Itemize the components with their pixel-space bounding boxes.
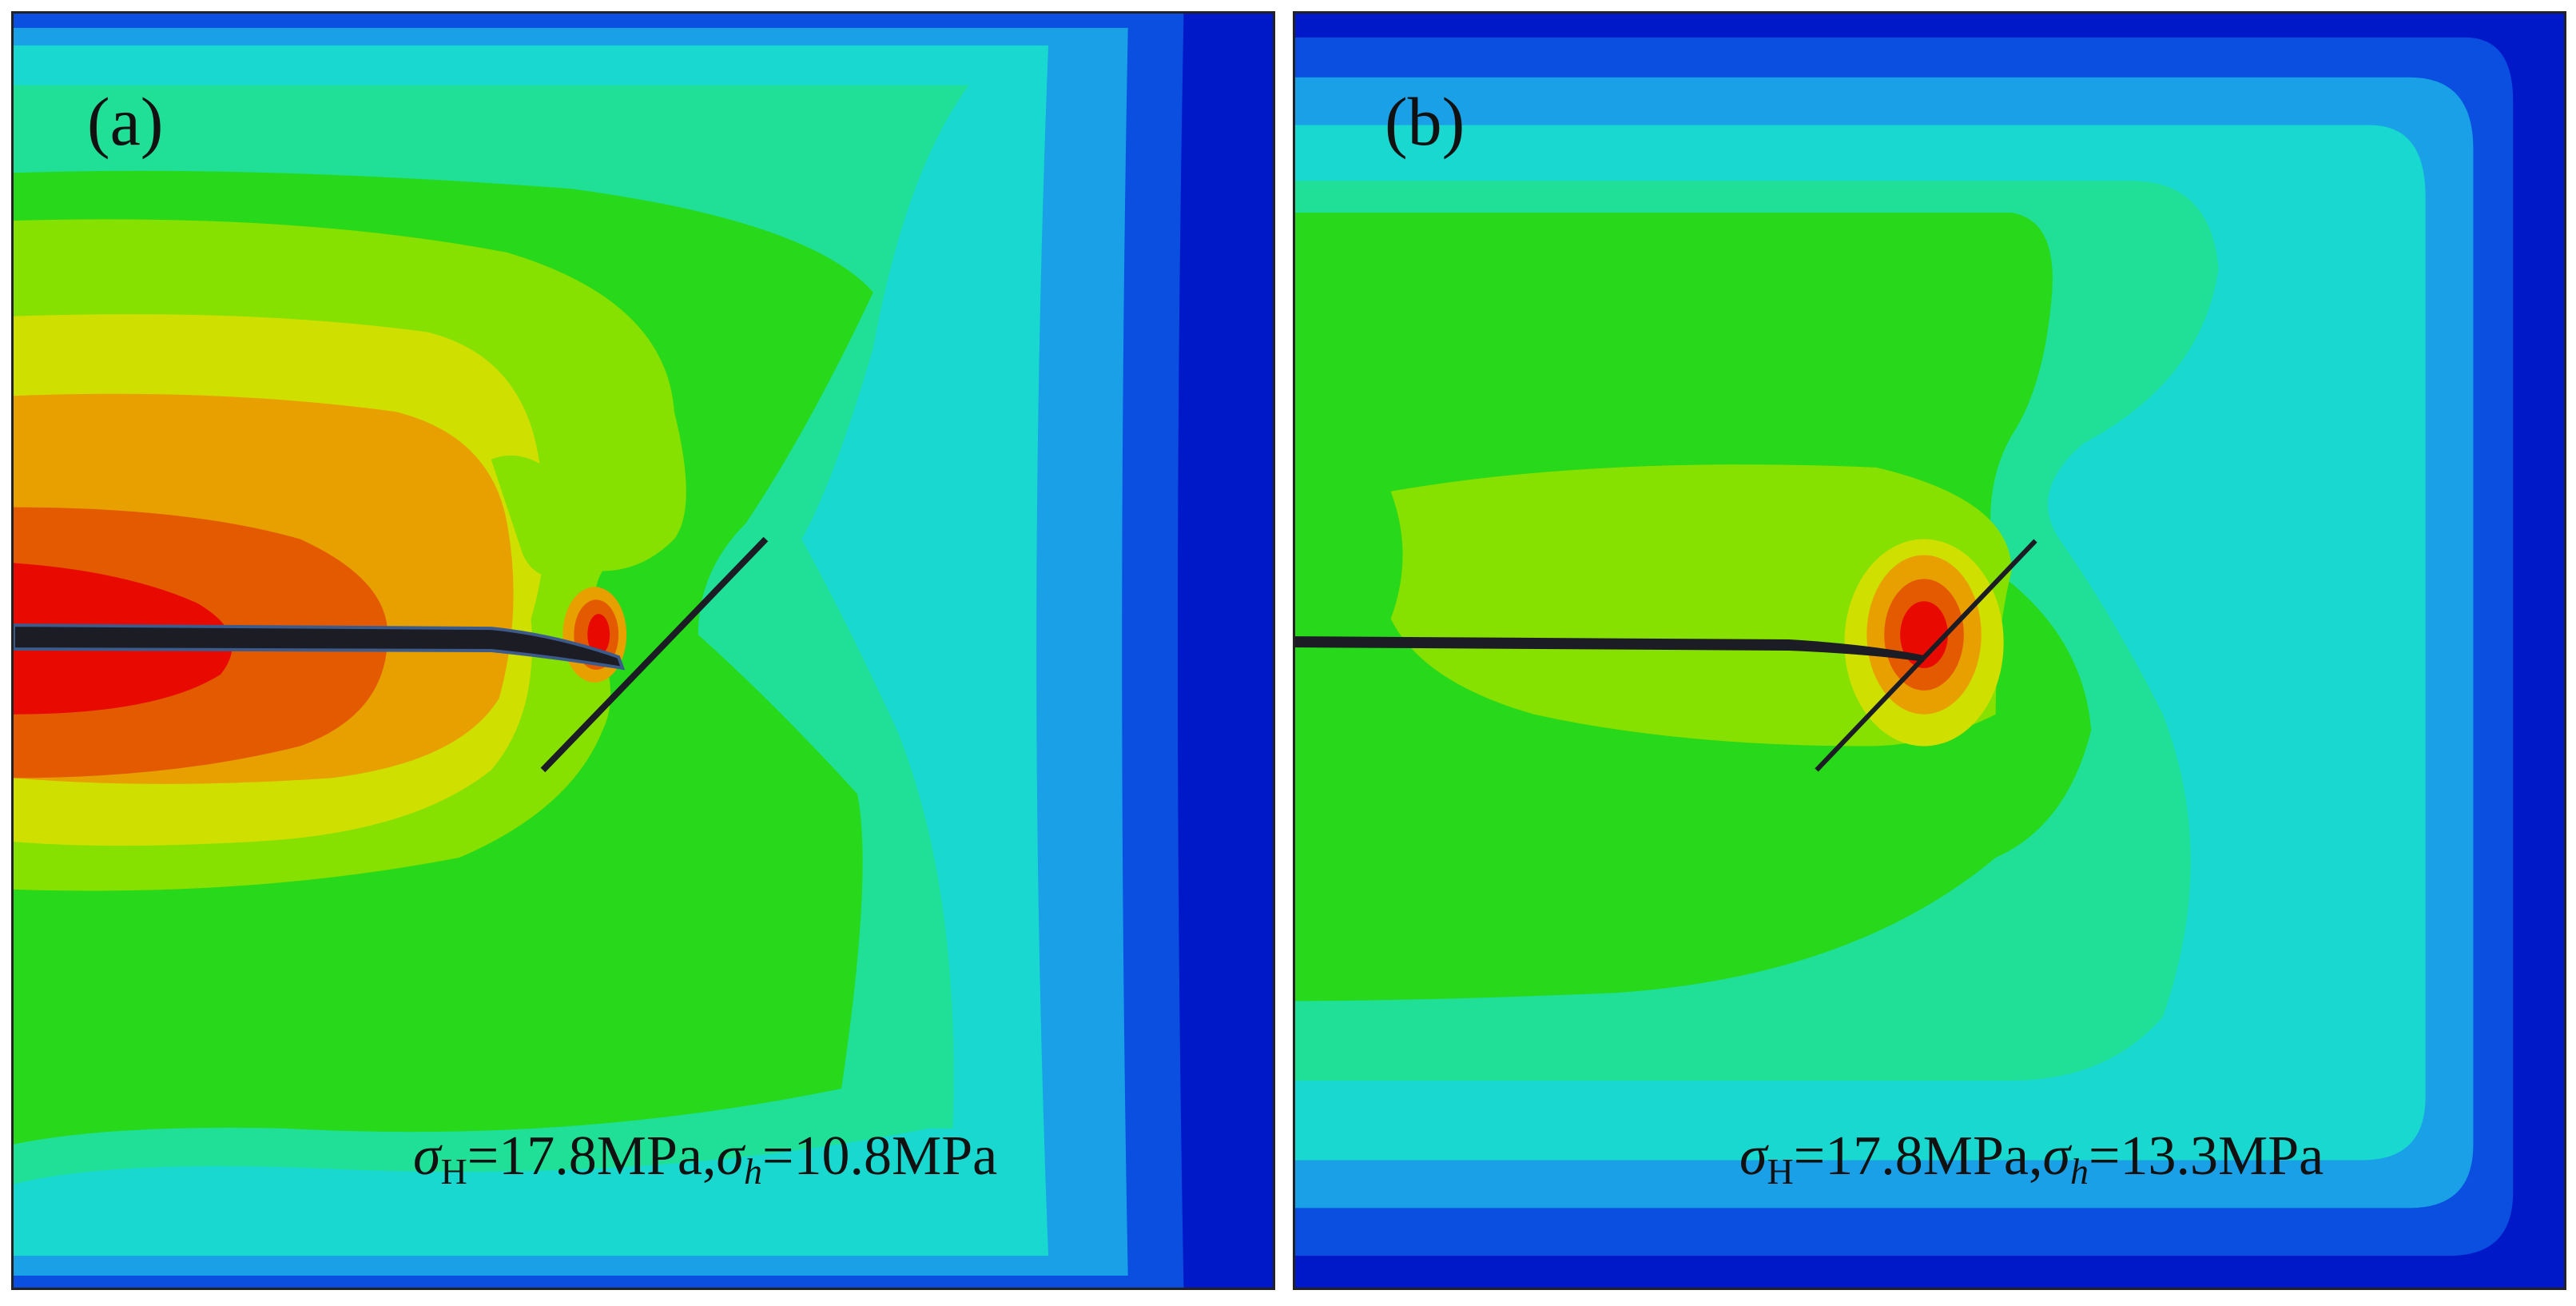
- stress-contour-plot-a: [14, 14, 1273, 1288]
- natural-fracture: [1815, 539, 2037, 772]
- max-stress-symbol-b: σ: [1739, 1125, 1767, 1187]
- stress-conditions-a: σH=17.8MPa,σh=10.8MPa: [413, 1129, 997, 1190]
- max-stress-subscript-a: H: [440, 1151, 467, 1192]
- min-stress-symbol-b: σ: [2042, 1125, 2071, 1187]
- panel-label-a: (a): [87, 83, 164, 160]
- max-stress-symbol-a: σ: [413, 1125, 441, 1187]
- natural-fracture: [540, 536, 769, 773]
- stress-conditions-b: σH=17.8MPa,σh=13.3MPa: [1739, 1129, 2324, 1190]
- min-stress-symbol-a: σ: [716, 1125, 745, 1187]
- min-stress-subscript-b: h: [2070, 1151, 2089, 1192]
- stress-contour-plot-b: [1295, 14, 2564, 1288]
- tip-hotspot-red: [587, 614, 610, 655]
- hydraulic-fracture: [1295, 636, 1925, 662]
- tip-band-yellow-green: [491, 455, 587, 577]
- hydraulic-fracture: [14, 623, 626, 671]
- max-stress-subscript-b: H: [1767, 1151, 1794, 1192]
- contour-panel-a: (a) σH=17.8MPa,σh=10.8MPa: [11, 11, 1275, 1290]
- max-stress-value-a: =17.8MPa,: [467, 1125, 717, 1187]
- min-stress-subscript-a: h: [744, 1151, 763, 1192]
- min-stress-value-a: =10.8MPa: [762, 1125, 998, 1187]
- contour-panel-b: (b) σH=17.8MPa,σh=13.3MPa: [1293, 11, 2566, 1290]
- panel-label-b: (b): [1385, 83, 1465, 160]
- max-stress-value-b: =17.8MPa,: [1793, 1125, 2043, 1187]
- tip-hotspot-red: [1900, 601, 1948, 668]
- min-stress-value-b: =13.3MPa: [2089, 1125, 2324, 1187]
